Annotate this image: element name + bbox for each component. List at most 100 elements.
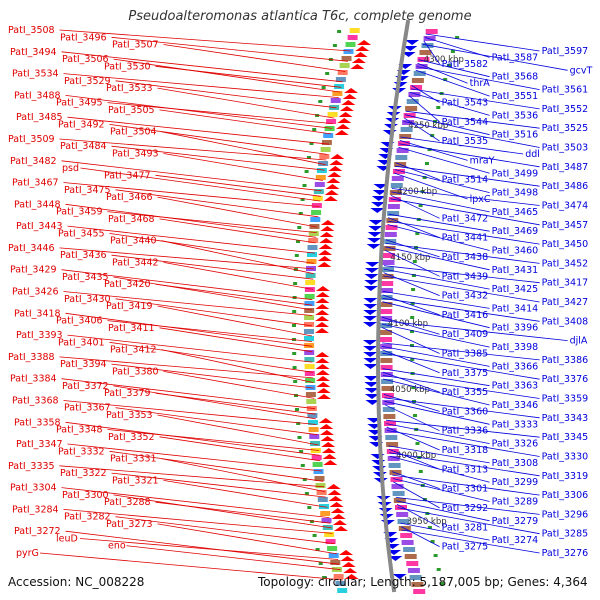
right-connector-line xyxy=(409,95,440,123)
feature-block xyxy=(333,574,344,579)
feature-block xyxy=(306,399,317,404)
left-gene-label: PatI_3493 xyxy=(112,149,159,160)
right-gene-label: PatI_3460 xyxy=(492,246,539,257)
feature-block xyxy=(304,350,315,355)
left-connector-line xyxy=(59,138,327,161)
left-gene-label: PatI_3507 xyxy=(112,40,159,51)
feature-block xyxy=(304,357,315,362)
right-connector-line xyxy=(385,243,540,264)
right-gene-label: PatI_3427 xyxy=(542,297,589,308)
tick-dot xyxy=(309,520,314,523)
feature-block xyxy=(328,553,339,558)
left-gene-label: PatI_3477 xyxy=(104,170,151,181)
reverse-gene-arrow xyxy=(365,394,379,399)
right-connector-line xyxy=(396,500,490,522)
tick-dot xyxy=(410,302,415,305)
feature-block xyxy=(386,442,399,447)
tick-dot xyxy=(425,162,429,165)
right-connector-line xyxy=(416,66,540,90)
right-connector-line xyxy=(386,423,490,444)
reverse-gene-arrow xyxy=(365,400,380,405)
feature-block xyxy=(387,204,400,209)
left-gene-label: PatI_3430 xyxy=(64,294,111,305)
feature-block xyxy=(335,77,346,82)
right-connector-line xyxy=(384,404,440,432)
right-gene-label: PatI_3398 xyxy=(492,342,539,353)
tick-dot xyxy=(292,324,296,327)
feature-block xyxy=(383,253,395,258)
right-gene-label: PatI_3514 xyxy=(442,175,489,186)
forward-gene-arrow xyxy=(317,394,331,399)
right-gene-label: PatI_3289 xyxy=(492,497,539,508)
feature-block xyxy=(404,554,417,559)
right-gene-label: PatI_3425 xyxy=(492,284,539,295)
left-connector-line xyxy=(67,334,313,363)
feature-block xyxy=(391,176,404,181)
tick-dot xyxy=(415,232,420,235)
tick-dot xyxy=(415,442,420,445)
tick-dot xyxy=(295,408,299,411)
feature-block xyxy=(381,379,394,384)
left-connector-line xyxy=(61,487,330,518)
feature-block xyxy=(411,582,424,587)
forward-gene-arrow xyxy=(353,52,368,57)
feature-block xyxy=(339,63,350,68)
feature-block xyxy=(304,287,315,292)
left-gene-label: eno xyxy=(108,541,126,552)
left-gene-label: pyrG xyxy=(16,548,39,559)
left-gene-label: PatI_3394 xyxy=(60,359,107,370)
left-connector-line xyxy=(113,385,316,420)
right-gene-label: PatI_3465 xyxy=(492,207,539,218)
feature-block xyxy=(380,337,392,342)
feature-block xyxy=(406,99,419,104)
right-gene-label: PatI_3597 xyxy=(542,46,589,57)
feature-block xyxy=(315,483,326,488)
right-gene-label: ddl xyxy=(525,149,540,160)
left-connector-line xyxy=(115,189,319,218)
left-gene-label: PatI_3492 xyxy=(58,119,105,130)
right-gene-label: PatI_3536 xyxy=(492,110,539,121)
left-connector-line xyxy=(157,523,337,555)
feature-block xyxy=(401,540,414,545)
left-connector-line xyxy=(39,552,344,581)
left-connector-line xyxy=(61,269,313,301)
tick-dot xyxy=(318,562,323,565)
right-gene-label: PatI_3376 xyxy=(542,374,589,385)
forward-gene-arrow xyxy=(315,286,330,291)
page-title: Pseudoalteromonas atlantica T6c, complet… xyxy=(128,9,472,24)
reverse-gene-arrow xyxy=(364,382,379,387)
tick-dot xyxy=(296,240,300,243)
forward-gene-arrow xyxy=(319,424,334,429)
reverse-gene-arrow xyxy=(393,82,408,87)
forward-gene-arrow xyxy=(339,106,354,111)
right-gene-label: PatI_3274 xyxy=(492,535,539,546)
left-gene-label: PatI_3322 xyxy=(60,468,107,479)
left-gene-label: PatI_3435 xyxy=(62,272,109,283)
left-gene-label: PatI_3504 xyxy=(110,127,157,138)
reverse-gene-arrow xyxy=(367,232,382,237)
forward-gene-arrow xyxy=(323,460,338,465)
tick-dot xyxy=(312,534,317,537)
left-gene-label: PatI_3335 xyxy=(8,461,55,472)
right-connector-line xyxy=(382,346,490,367)
feature-block xyxy=(308,420,318,425)
feature-block xyxy=(321,518,332,523)
right-gene-label: PatI_3308 xyxy=(492,458,539,469)
left-connector-line xyxy=(80,167,321,202)
feature-block xyxy=(395,155,408,160)
forward-gene-arrow xyxy=(321,442,336,447)
right-gene-label: PatI_3326 xyxy=(492,439,539,450)
left-connector-line xyxy=(109,341,313,373)
right-connector-line xyxy=(395,162,440,181)
right-gene-label: PatI_3385 xyxy=(442,349,489,360)
feature-block xyxy=(307,413,318,418)
left-gene-label: PatI_3388 xyxy=(8,352,55,363)
left-connector-line xyxy=(113,58,341,93)
forward-gene-arrow xyxy=(315,328,329,333)
feature-block xyxy=(387,456,400,461)
feature-block xyxy=(321,140,332,145)
right-gene-label: PatI_3543 xyxy=(442,98,489,109)
left-gene-label: PatI_3401 xyxy=(58,337,105,348)
feature-block xyxy=(380,358,393,363)
forward-gene-arrow xyxy=(328,496,343,501)
